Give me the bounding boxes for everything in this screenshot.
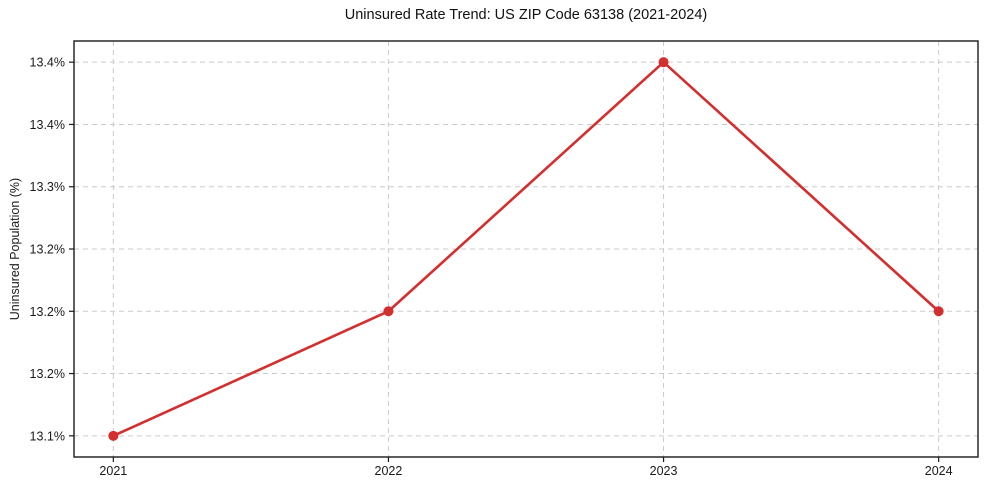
data-point-2024 [933, 306, 944, 317]
y-tick-label: 13.1% [30, 429, 65, 443]
y-tick-label: 13.4% [30, 118, 65, 132]
y-tick-label: 13.2% [30, 305, 65, 319]
data-point-2021 [108, 430, 119, 441]
trend-line [112, 60, 940, 438]
x-tick-label: 2024 [925, 464, 953, 478]
x-tick-label: 2022 [375, 464, 403, 478]
y-tick-label: 13.2% [30, 243, 65, 257]
chart-title: Uninsured Rate Trend: US ZIP Code 63138 … [344, 7, 708, 23]
y-tick-label: 13.3% [30, 180, 65, 194]
y-tick-label: 13.4% [30, 56, 65, 70]
data-point-2022 [383, 306, 394, 317]
data-point-2023 [658, 57, 669, 68]
x-tick-label: 2021 [99, 464, 127, 478]
y-tick-label: 13.2% [30, 367, 65, 381]
x-tick-label: 2023 [650, 464, 678, 478]
